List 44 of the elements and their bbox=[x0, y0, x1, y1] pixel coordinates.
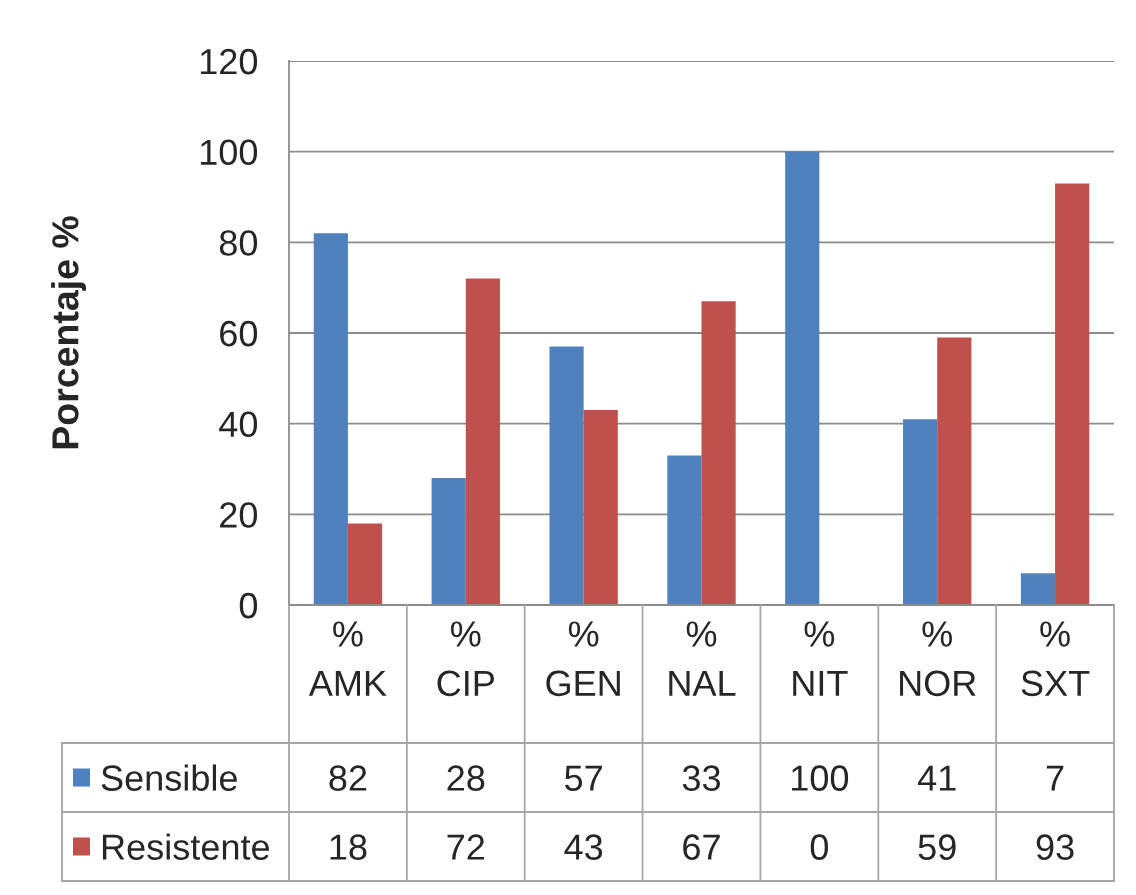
bar bbox=[667, 455, 702, 605]
data-label: 28 bbox=[447, 765, 485, 791]
bar bbox=[937, 337, 972, 605]
legend-label: Sensible bbox=[101, 764, 237, 791]
data-label: 7 bbox=[1046, 765, 1064, 791]
data-label: 43 bbox=[564, 834, 603, 860]
data-label: 18 bbox=[330, 834, 367, 860]
data-label: 82 bbox=[329, 765, 367, 791]
y-tick-label: 100 bbox=[200, 139, 258, 166]
x-tick-label: % GEN bbox=[546, 621, 620, 697]
bar bbox=[1020, 573, 1056, 605]
data-label: 100 bbox=[791, 765, 849, 791]
bar bbox=[583, 410, 618, 605]
y-axis-title: Porcentaje % bbox=[51, 216, 87, 449]
bar bbox=[549, 346, 584, 605]
bar bbox=[465, 278, 500, 605]
bar bbox=[431, 478, 466, 605]
bar bbox=[785, 151, 820, 605]
x-tick-label: % NIT bbox=[793, 621, 848, 696]
y-tick-label: 120 bbox=[200, 48, 258, 75]
x-tick-label: % SXT bbox=[1021, 621, 1090, 697]
bar bbox=[903, 419, 938, 605]
data-label: 0 bbox=[810, 834, 828, 860]
bar bbox=[347, 523, 383, 605]
data-label: 41 bbox=[917, 765, 956, 791]
data-label: 33 bbox=[682, 765, 720, 791]
y-tick-label: 0 bbox=[239, 592, 258, 619]
data-label: 59 bbox=[918, 834, 956, 860]
bar bbox=[313, 233, 348, 605]
y-tick-label: 20 bbox=[220, 502, 258, 528]
data-label: 72 bbox=[447, 834, 485, 860]
y-tick-label: 80 bbox=[219, 230, 258, 256]
y-tick-label: 60 bbox=[220, 320, 258, 347]
x-tick-label: % CIP bbox=[437, 621, 494, 697]
data-label: 93 bbox=[1036, 834, 1074, 860]
x-tick-label: % AMK bbox=[308, 621, 387, 696]
legend-label: Resistente bbox=[102, 833, 270, 860]
x-tick-label: % NOR bbox=[900, 621, 976, 697]
bar bbox=[1055, 183, 1090, 605]
bar bbox=[701, 301, 736, 605]
data-label: 67 bbox=[683, 834, 720, 860]
x-tick-label: % NAL bbox=[669, 621, 736, 696]
data-label: 57 bbox=[565, 765, 602, 791]
y-tick-label: 40 bbox=[219, 411, 258, 438]
